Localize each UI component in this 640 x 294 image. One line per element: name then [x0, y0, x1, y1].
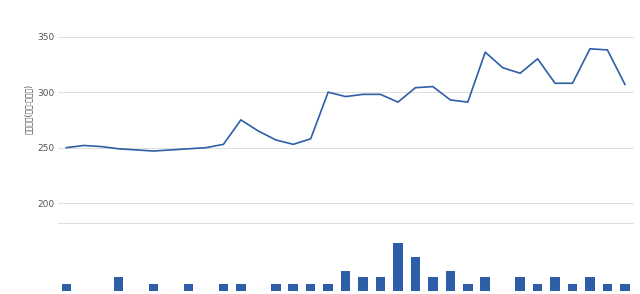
Bar: [306, 284, 316, 291]
Bar: [620, 284, 630, 291]
Bar: [289, 284, 298, 291]
Bar: [340, 271, 350, 291]
Bar: [603, 284, 612, 291]
Bar: [532, 284, 543, 291]
Bar: [219, 284, 228, 291]
Bar: [376, 278, 385, 291]
Bar: [411, 257, 420, 291]
Bar: [393, 243, 403, 291]
Bar: [463, 284, 472, 291]
Bar: [114, 278, 124, 291]
Y-axis label: 거래금액(단위:백만원): 거래금액(단위:백만원): [24, 84, 33, 134]
Bar: [148, 284, 158, 291]
Bar: [428, 278, 438, 291]
Bar: [271, 284, 280, 291]
Bar: [585, 278, 595, 291]
Bar: [568, 284, 577, 291]
Bar: [550, 278, 560, 291]
Bar: [358, 278, 368, 291]
Bar: [481, 278, 490, 291]
Bar: [236, 284, 246, 291]
Bar: [515, 278, 525, 291]
Bar: [323, 284, 333, 291]
Bar: [445, 271, 455, 291]
Bar: [184, 284, 193, 291]
Bar: [61, 284, 71, 291]
